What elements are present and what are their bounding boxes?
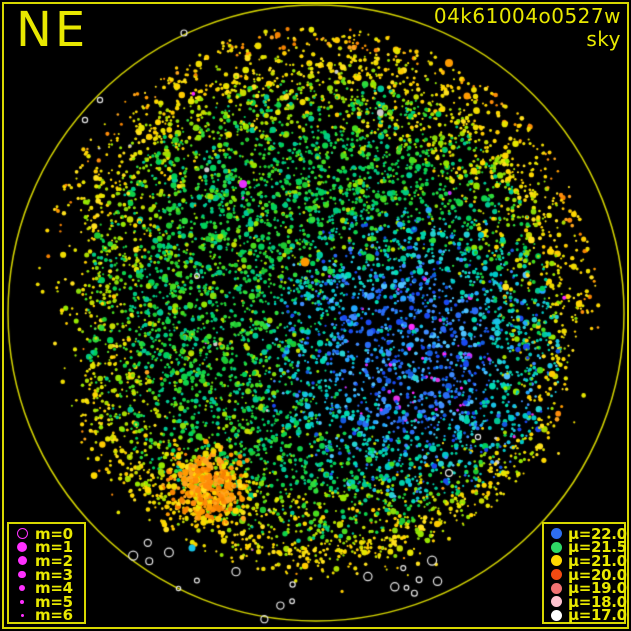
legend-label-m0: m=0 <box>35 524 73 543</box>
symcell <box>544 609 568 621</box>
legend-label-m6: m=6 <box>35 606 73 625</box>
mu20-dot-symbol <box>550 569 562 581</box>
legend-row-mu20: μ=20.0 <box>544 565 627 584</box>
mu18-dot-symbol <box>550 596 562 608</box>
legend-label-mu17: μ=17.0 <box>568 606 627 625</box>
m6-dot-symbol <box>20 613 24 617</box>
symcell <box>544 528 568 540</box>
magnitude-legend: m=0 m=1 m=2 m=3 m=4 m=5 m=6 <box>7 522 86 624</box>
legend-row-m3: m=3 <box>9 565 84 584</box>
plot-title: 04k61004o0527w <box>433 4 621 28</box>
legend-row-m2: m=2 <box>9 551 84 570</box>
legend-row-mu215: μ=21.5 <box>544 538 627 557</box>
legend-row-m0: m=0 <box>9 524 84 543</box>
symcell <box>9 585 35 592</box>
m0-ring-symbol <box>16 528 28 540</box>
legend-label-mu20: μ=20.0 <box>568 565 627 584</box>
mu21-dot-symbol <box>550 555 562 567</box>
symcell <box>9 528 35 540</box>
m4-dot-symbol <box>19 585 25 592</box>
m5-dot-symbol <box>19 599 25 605</box>
legend-label-m3: m=3 <box>35 565 73 584</box>
legend-label-mu21: μ=21.0 <box>568 551 627 570</box>
symcell <box>544 596 568 608</box>
legend-label-mu19: μ=19.0 <box>568 579 627 598</box>
mu17-dot-symbol <box>550 609 562 621</box>
legend-label-m1: m=1 <box>35 538 73 557</box>
plot-subtitle: sky <box>586 27 621 51</box>
legend-row-mu22: μ=22.0 <box>544 524 627 543</box>
m3-dot-symbol <box>18 570 26 579</box>
symcell <box>9 599 35 605</box>
legend-label-m5: m=5 <box>35 592 73 611</box>
legend-row-m1: m=1 <box>9 538 84 557</box>
mu22-dot-symbol <box>550 528 562 540</box>
surface-brightness-legend: μ=22.0 μ=21.5 μ=21.0 μ=20.0 μ=19.0 μ=18.… <box>542 522 627 625</box>
symcell <box>544 541 568 553</box>
legend-row-m4: m=4 <box>9 579 84 598</box>
legend-row-mu21: μ=21.0 <box>544 551 627 570</box>
legend-label-mu215: μ=21.5 <box>568 538 627 557</box>
legend-label-m4: m=4 <box>35 579 73 598</box>
symcell <box>544 582 568 594</box>
symcell <box>9 556 35 566</box>
title-block: 04k61004o0527w sky <box>434 5 621 51</box>
orientation-label: NE <box>16 2 89 58</box>
legend-label-m2: m=2 <box>35 551 73 570</box>
symcell <box>9 613 35 617</box>
mu19-dot-symbol <box>550 582 562 594</box>
legend-row-mu17: μ=17.0 <box>544 606 627 625</box>
m1-dot-symbol <box>17 542 27 553</box>
symcell <box>9 542 35 553</box>
legend-row-mu18: μ=18.0 <box>544 592 627 611</box>
symcell <box>9 570 35 579</box>
symcell <box>544 555 568 567</box>
m2-dot-symbol <box>17 556 27 566</box>
symcell <box>544 569 568 581</box>
mu215-dot-symbol <box>550 541 562 553</box>
legend-row-m5: m=5 <box>9 592 84 611</box>
legend-row-mu19: μ=19.0 <box>544 579 627 598</box>
legend-label-mu22: μ=22.0 <box>568 524 627 543</box>
legend-label-mu18: μ=18.0 <box>568 592 627 611</box>
legend-row-m6: m=6 <box>9 606 84 625</box>
